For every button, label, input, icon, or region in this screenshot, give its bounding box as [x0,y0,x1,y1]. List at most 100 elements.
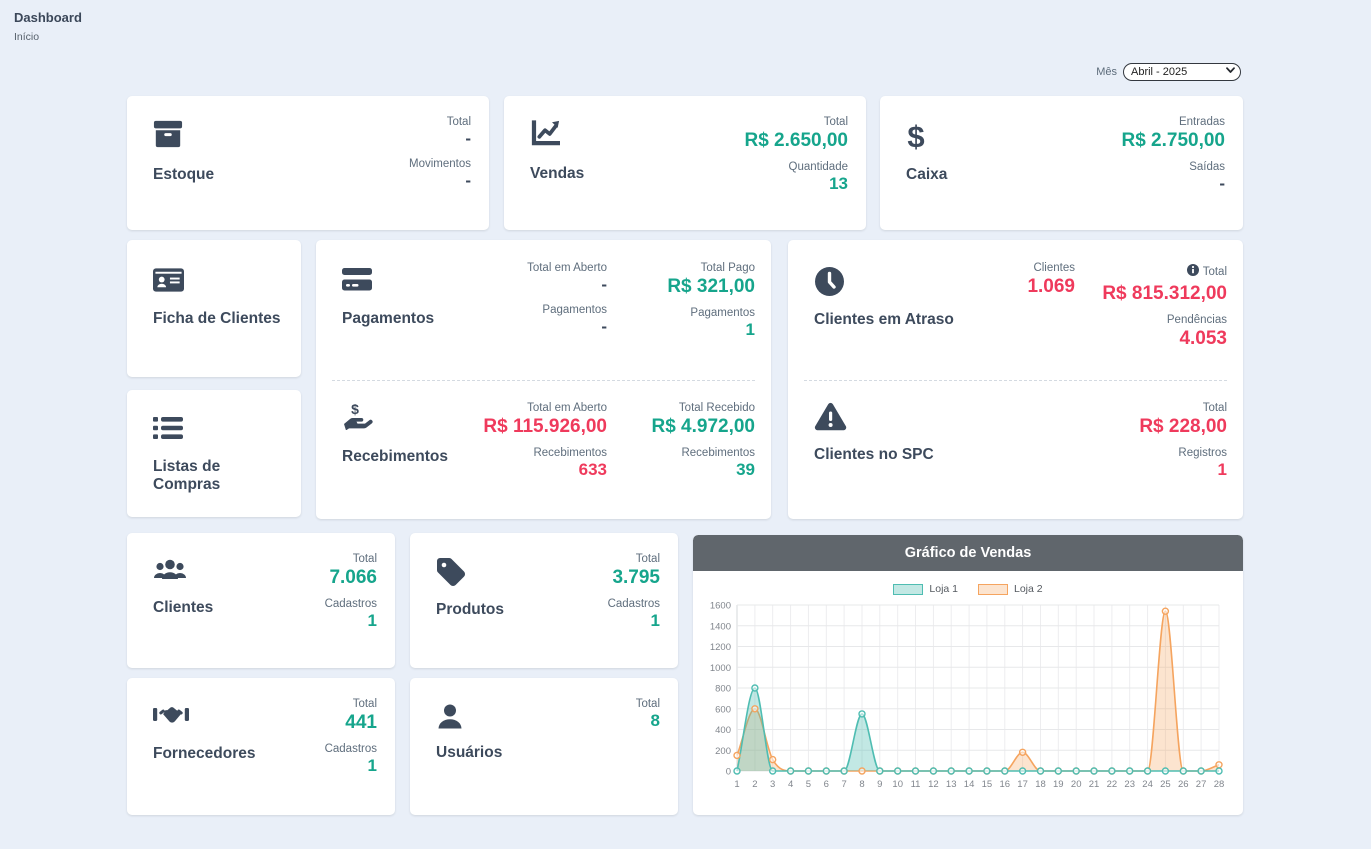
stat-value: R$ 2.650,00 [744,130,848,151]
stat-value: 441 [345,712,377,733]
card-listas-compras[interactable]: Listas de Compras [127,390,301,517]
info-icon[interactable] [1186,263,1199,281]
stat-label: Total [635,698,660,710]
stat-label: Registros [1178,446,1227,459]
svg-text:27: 27 [1196,779,1207,790]
svg-text:10: 10 [892,779,903,790]
stat-label: Pendências [1166,313,1227,326]
svg-text:14: 14 [964,779,975,790]
card-clientes[interactable]: Clientes Total 7.066 Cadastros 1 [127,533,395,668]
divider [332,380,755,381]
card-ficha-clientes[interactable]: Ficha de Clientes [127,240,301,377]
svg-text:200: 200 [715,746,731,757]
svg-text:20: 20 [1071,779,1082,790]
card-title: Clientes no SPC [814,446,934,463]
card-fornecedores[interactable]: Fornecedores Total 441 Cadastros 1 [127,678,395,815]
legend-item-loja1[interactable]: Loja 1 [893,583,958,595]
handshake-icon [153,702,189,732]
svg-text:17: 17 [1017,779,1028,790]
stat-label: Recebimentos [533,446,607,459]
stat-value: 3.795 [612,567,660,588]
legend-swatch [893,583,924,595]
section-clientes-spc[interactable]: Clientes no SPC Total R$ 228,00 Registro… [788,380,1243,519]
stat-value: - [465,129,471,148]
month-filter: Mês Abril - 2025 [1096,62,1241,81]
stat-value: R$ 321,00 [667,276,755,297]
stat-label: Quantidade [788,160,848,173]
stat-label: Clientes [1033,262,1075,274]
stat-value: - [601,316,607,336]
stat-label: Cadastros [607,597,660,610]
stat-label: Total [823,116,848,128]
svg-text:0: 0 [726,767,731,778]
page-header: Dashboard Início [14,10,82,43]
stat-label: Total [352,698,377,710]
card-estoque[interactable]: Estoque Total - Movimentos - [127,96,489,230]
svg-text:1: 1 [734,779,739,790]
card-caixa[interactable]: $ Caixa Entradas R$ 2.750,00 Saídas - [880,96,1243,230]
card-title: Estoque [153,166,215,183]
users-icon [153,557,187,586]
stat-value: 1 [367,610,377,630]
stat-value: R$ 115.926,00 [483,416,607,437]
svg-text:16: 16 [1000,779,1011,790]
user-icon [436,702,464,735]
stat-value: R$ 4.972,00 [651,416,755,437]
svg-text:23: 23 [1124,779,1135,790]
stat-label: Saídas [1189,160,1225,173]
stat-value: 633 [578,459,607,479]
svg-text:9: 9 [877,779,882,790]
card-title: Clientes [153,599,214,616]
card-title: Fornecedores [153,745,256,762]
stat-value: 1 [745,319,755,339]
stat-label: Total em Aberto [527,402,607,414]
legend-label: Loja 1 [929,583,958,595]
dollar-icon: $ [906,119,926,158]
card-pagamentos-recebimentos: Pagamentos Total em Aberto - Pagamentos … [316,240,771,519]
stat-value: 13 [829,173,848,193]
svg-text:$: $ [907,120,924,153]
stat-label: Total [1202,402,1227,414]
legend-swatch [978,583,1008,595]
section-clientes-atraso[interactable]: Clientes em Atraso Clientes 1.069 Total … [788,240,1243,379]
stat-label: Total [446,116,471,128]
svg-text:4: 4 [788,779,793,790]
card-title: Clientes em Atraso [814,311,954,328]
breadcrumb[interactable]: Início [14,31,40,43]
card-title: Recebimentos [342,448,448,465]
svg-text:6: 6 [824,779,829,790]
credit-card-icon [342,266,372,297]
svg-text:19: 19 [1053,779,1064,790]
card-title: Pagamentos [342,310,435,327]
svg-text:600: 600 [715,704,731,715]
stat-label: Total [352,553,377,565]
stat-label: Total Recebido [678,402,755,414]
stat-value: 8 [650,711,660,730]
list-icon [153,416,183,445]
svg-text:2: 2 [752,779,757,790]
stat-label: Pagamentos [690,306,755,319]
card-title: Listas de Compras [153,458,221,493]
month-select[interactable]: Abril - 2025 [1123,63,1241,81]
legend-label: Loja 2 [1014,583,1043,595]
chart-title: Gráfico de Vendas [693,535,1243,571]
section-pagamentos[interactable]: Pagamentos Total em Aberto - Pagamentos … [316,240,771,379]
warning-icon [814,402,847,436]
section-recebimentos[interactable]: $ Recebimentos Total em Aberto R$ 115.92… [316,380,771,519]
svg-text:800: 800 [715,684,731,695]
card-vendas[interactable]: Vendas Total R$ 2.650,00 Quantidade 13 [504,96,866,230]
stat-label: Total [635,553,660,565]
sales-area-chart[interactable]: 1 2 3 4 5 6 7 8 9 10 11 12 13 14 15 16 17 18 19 20 21 22 23 24 2… [693,595,1243,811]
card-atraso-spc: Clientes em Atraso Clientes 1.069 Total … [788,240,1243,519]
stat-label: Movimentos [409,157,471,170]
chart-line-icon [530,120,560,152]
clock-icon [814,266,845,302]
stat-value: 1.069 [1027,276,1075,297]
stat-value: - [601,275,607,294]
card-usuarios[interactable]: Usuários Total 8 [410,678,678,815]
svg-text:400: 400 [715,725,731,736]
svg-text:1600: 1600 [710,601,731,612]
legend-item-loja2[interactable]: Loja 2 [978,583,1043,595]
card-produtos[interactable]: Produtos Total 3.795 Cadastros 1 [410,533,678,668]
